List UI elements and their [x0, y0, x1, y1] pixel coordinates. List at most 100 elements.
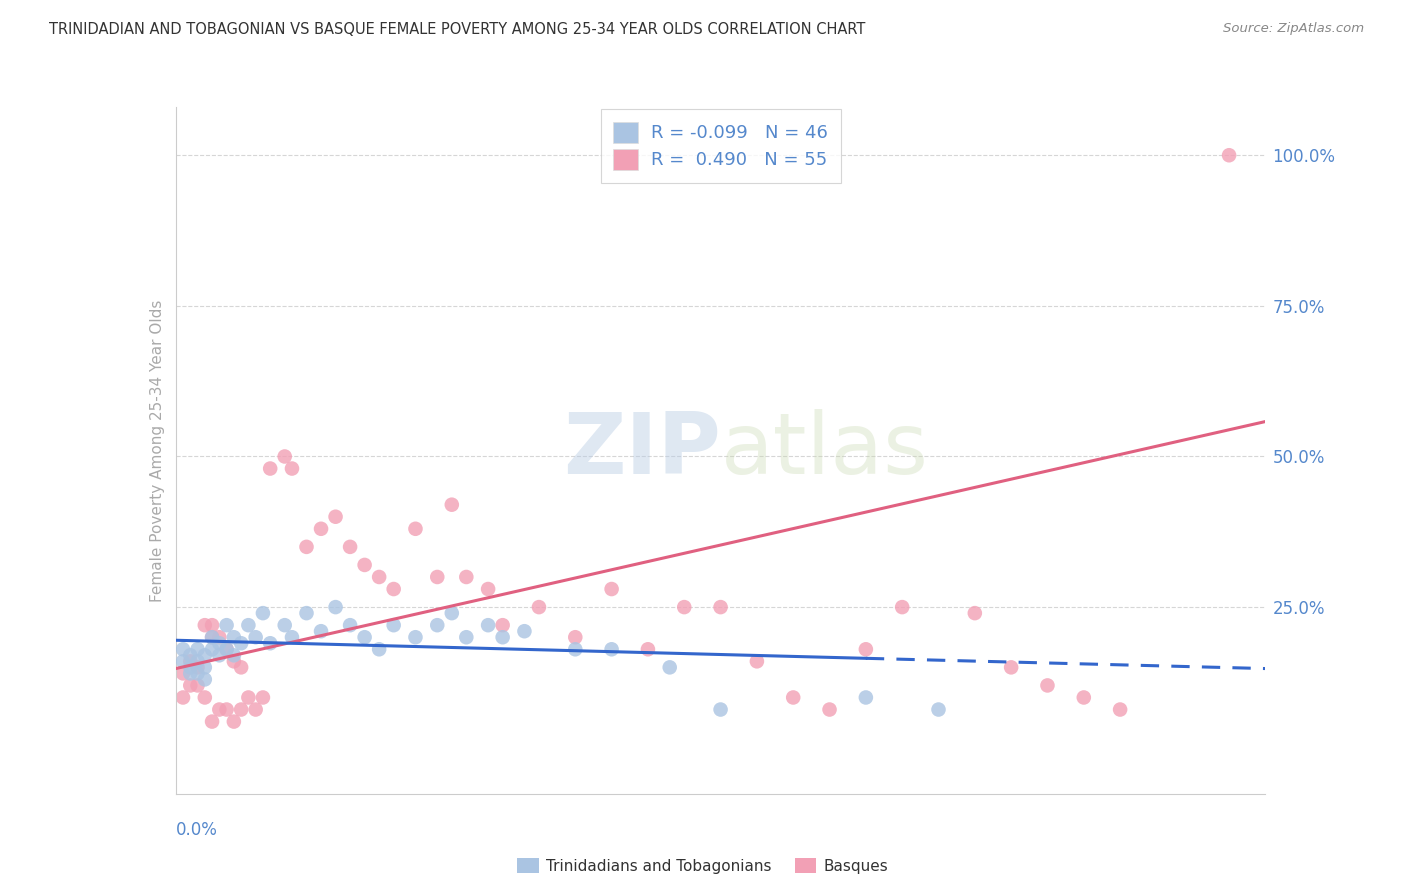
Legend: Trinidadians and Tobagonians, Basques: Trinidadians and Tobagonians, Basques: [512, 852, 894, 880]
Point: [215, 642, 238, 657]
Text: TRINIDADIAN AND TOBAGONIAN VS BASQUE FEMALE POVERTY AMONG 25-34 YEAR OLDS CORREL: TRINIDADIAN AND TOBAGONIAN VS BASQUE FEM…: [49, 22, 866, 37]
Point: [222, 714, 245, 729]
Point: [201, 618, 224, 632]
Point: [186, 654, 209, 668]
Point: [194, 673, 217, 687]
Text: Source: ZipAtlas.com: Source: ZipAtlas.com: [1223, 22, 1364, 36]
Point: [215, 642, 238, 657]
Point: [222, 654, 245, 668]
Point: [222, 648, 245, 663]
Point: [855, 690, 877, 705]
Point: [172, 654, 194, 668]
Point: [222, 630, 245, 644]
Point: [928, 702, 950, 716]
Point: [194, 660, 217, 674]
Point: [231, 660, 253, 674]
Point: [477, 582, 499, 596]
Point: [673, 600, 696, 615]
Point: [527, 600, 550, 615]
Point: [891, 600, 914, 615]
Point: [281, 630, 304, 644]
Point: [477, 618, 499, 632]
Point: [564, 630, 586, 644]
Point: [353, 630, 375, 644]
Point: [172, 666, 194, 681]
Point: [274, 450, 297, 464]
Point: [339, 618, 361, 632]
Point: [194, 618, 217, 632]
Point: [194, 648, 217, 663]
Point: [600, 642, 623, 657]
Point: [179, 660, 201, 674]
Point: [405, 522, 427, 536]
Point: [710, 702, 733, 716]
Point: [259, 636, 281, 650]
Point: [368, 642, 391, 657]
Point: [179, 666, 201, 681]
Point: [492, 630, 515, 644]
Point: [325, 509, 347, 524]
Point: [179, 654, 201, 668]
Point: [259, 461, 281, 475]
Y-axis label: Female Poverty Among 25-34 Year Olds: Female Poverty Among 25-34 Year Olds: [149, 300, 165, 601]
Point: [368, 570, 391, 584]
Point: [309, 522, 332, 536]
Point: [208, 630, 231, 644]
Point: [295, 606, 318, 620]
Point: [440, 606, 463, 620]
Point: [1036, 678, 1059, 692]
Legend: R = -0.099   N = 46, R =  0.490   N = 55: R = -0.099 N = 46, R = 0.490 N = 55: [600, 109, 841, 183]
Point: [782, 690, 804, 705]
Point: [658, 660, 681, 674]
Point: [186, 678, 209, 692]
Point: [231, 702, 253, 716]
Point: [194, 690, 217, 705]
Point: [186, 666, 209, 681]
Point: [252, 690, 274, 705]
Point: [245, 630, 267, 644]
Point: [1000, 660, 1022, 674]
Point: [426, 570, 449, 584]
Point: [513, 624, 536, 639]
Point: [818, 702, 841, 716]
Point: [456, 570, 478, 584]
Point: [440, 498, 463, 512]
Point: [201, 714, 224, 729]
Point: [274, 618, 297, 632]
Point: [405, 630, 427, 644]
Point: [186, 660, 209, 674]
Point: [201, 630, 224, 644]
Text: atlas: atlas: [721, 409, 928, 492]
Point: [215, 618, 238, 632]
Point: [382, 582, 405, 596]
Point: [231, 636, 253, 650]
Point: [339, 540, 361, 554]
Point: [745, 654, 768, 668]
Point: [172, 642, 194, 657]
Point: [245, 702, 267, 716]
Point: [215, 702, 238, 716]
Point: [201, 630, 224, 644]
Point: [382, 618, 405, 632]
Point: [309, 624, 332, 639]
Point: [238, 618, 260, 632]
Point: [281, 461, 304, 475]
Text: 0.0%: 0.0%: [176, 822, 218, 839]
Point: [637, 642, 659, 657]
Point: [564, 642, 586, 657]
Point: [492, 618, 515, 632]
Point: [1109, 702, 1132, 716]
Point: [855, 642, 877, 657]
Text: ZIP: ZIP: [562, 409, 721, 492]
Point: [325, 600, 347, 615]
Point: [208, 648, 231, 663]
Point: [426, 618, 449, 632]
Point: [201, 642, 224, 657]
Point: [710, 600, 733, 615]
Point: [172, 690, 194, 705]
Point: [353, 558, 375, 572]
Point: [238, 690, 260, 705]
Point: [295, 540, 318, 554]
Point: [179, 678, 201, 692]
Point: [1218, 148, 1240, 162]
